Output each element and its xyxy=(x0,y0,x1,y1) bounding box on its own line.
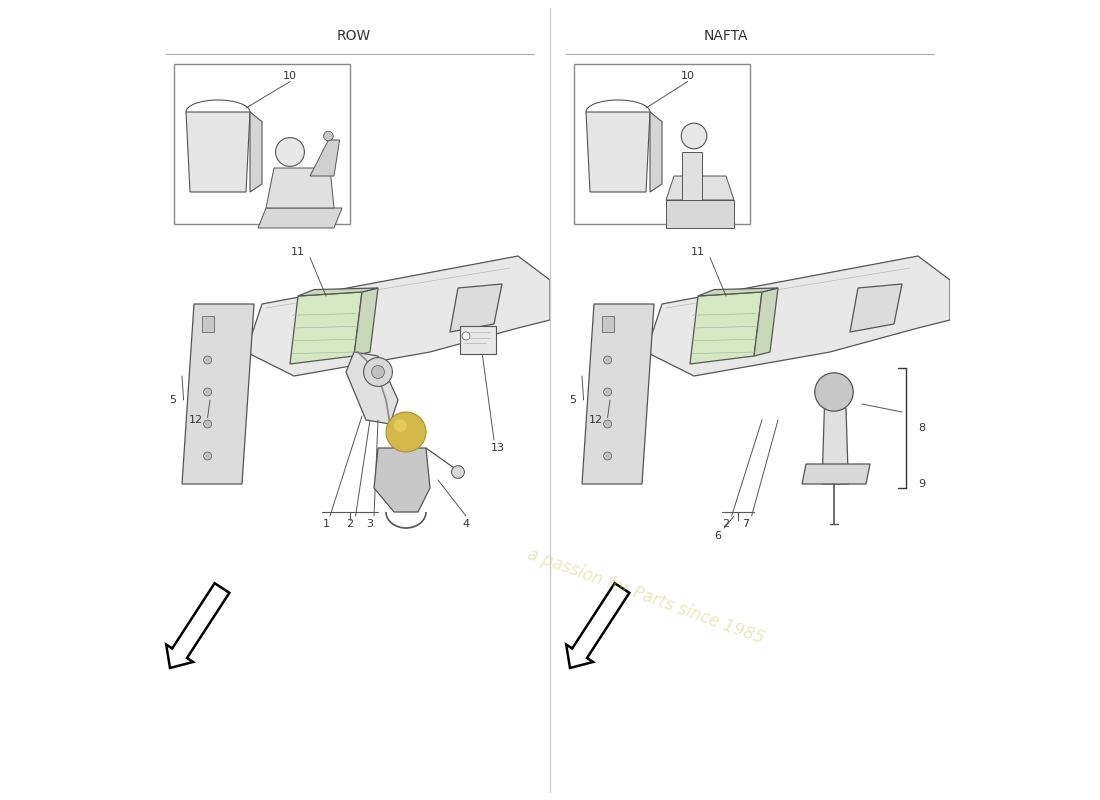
Polygon shape xyxy=(698,288,778,296)
Polygon shape xyxy=(646,256,950,376)
Polygon shape xyxy=(850,284,902,332)
FancyBboxPatch shape xyxy=(174,64,350,224)
Bar xyxy=(682,152,702,200)
Text: 11: 11 xyxy=(292,247,305,257)
Circle shape xyxy=(323,131,333,141)
Circle shape xyxy=(462,332,470,340)
Circle shape xyxy=(276,138,305,166)
FancyArrow shape xyxy=(566,583,629,668)
Circle shape xyxy=(372,366,384,378)
Polygon shape xyxy=(754,288,778,356)
Polygon shape xyxy=(690,292,762,364)
Polygon shape xyxy=(450,284,502,332)
Circle shape xyxy=(452,466,464,478)
Circle shape xyxy=(604,356,612,364)
Circle shape xyxy=(204,356,211,364)
Text: NAFTA: NAFTA xyxy=(704,29,748,43)
Polygon shape xyxy=(374,448,430,512)
Text: 10: 10 xyxy=(283,71,297,81)
FancyBboxPatch shape xyxy=(460,326,496,354)
Polygon shape xyxy=(822,408,848,484)
Text: 13: 13 xyxy=(491,443,505,453)
Polygon shape xyxy=(666,200,734,228)
Circle shape xyxy=(204,388,211,396)
Polygon shape xyxy=(390,418,406,436)
Polygon shape xyxy=(258,208,342,228)
Text: 2: 2 xyxy=(723,519,729,529)
Text: 12: 12 xyxy=(188,415,202,425)
Text: 4: 4 xyxy=(462,519,470,529)
Text: 8: 8 xyxy=(918,423,925,433)
Circle shape xyxy=(394,419,407,432)
Circle shape xyxy=(386,412,426,452)
Text: 1: 1 xyxy=(322,519,330,529)
Text: 10: 10 xyxy=(681,71,694,81)
Text: ROW: ROW xyxy=(337,29,371,43)
Text: 2: 2 xyxy=(346,519,353,529)
Polygon shape xyxy=(354,288,378,356)
Polygon shape xyxy=(298,288,378,296)
Bar xyxy=(202,316,215,332)
Text: 11: 11 xyxy=(691,247,705,257)
Text: 3: 3 xyxy=(366,519,374,529)
Circle shape xyxy=(604,388,612,396)
Polygon shape xyxy=(650,112,662,192)
Circle shape xyxy=(815,373,854,411)
Polygon shape xyxy=(582,304,654,484)
Circle shape xyxy=(204,452,211,460)
Polygon shape xyxy=(666,176,734,200)
Circle shape xyxy=(604,452,612,460)
Bar xyxy=(602,316,614,332)
FancyArrow shape xyxy=(166,583,230,668)
FancyBboxPatch shape xyxy=(574,64,750,224)
Polygon shape xyxy=(182,304,254,484)
Circle shape xyxy=(681,123,707,149)
Text: 9: 9 xyxy=(918,479,925,489)
Polygon shape xyxy=(802,464,870,484)
Circle shape xyxy=(364,358,393,386)
Polygon shape xyxy=(392,432,420,450)
Polygon shape xyxy=(266,168,334,208)
Circle shape xyxy=(604,420,612,428)
Text: 12: 12 xyxy=(588,415,603,425)
Text: 5: 5 xyxy=(169,395,176,405)
Polygon shape xyxy=(186,112,250,192)
Polygon shape xyxy=(246,256,550,376)
Polygon shape xyxy=(346,352,398,424)
Text: a passion for Parts since 1985: a passion for Parts since 1985 xyxy=(525,545,767,647)
Text: 5: 5 xyxy=(569,395,576,405)
Text: 7: 7 xyxy=(742,519,749,529)
Text: 6: 6 xyxy=(715,531,722,541)
Polygon shape xyxy=(290,292,362,364)
Circle shape xyxy=(204,420,211,428)
Polygon shape xyxy=(250,112,262,192)
Polygon shape xyxy=(586,112,650,192)
Polygon shape xyxy=(310,140,340,176)
